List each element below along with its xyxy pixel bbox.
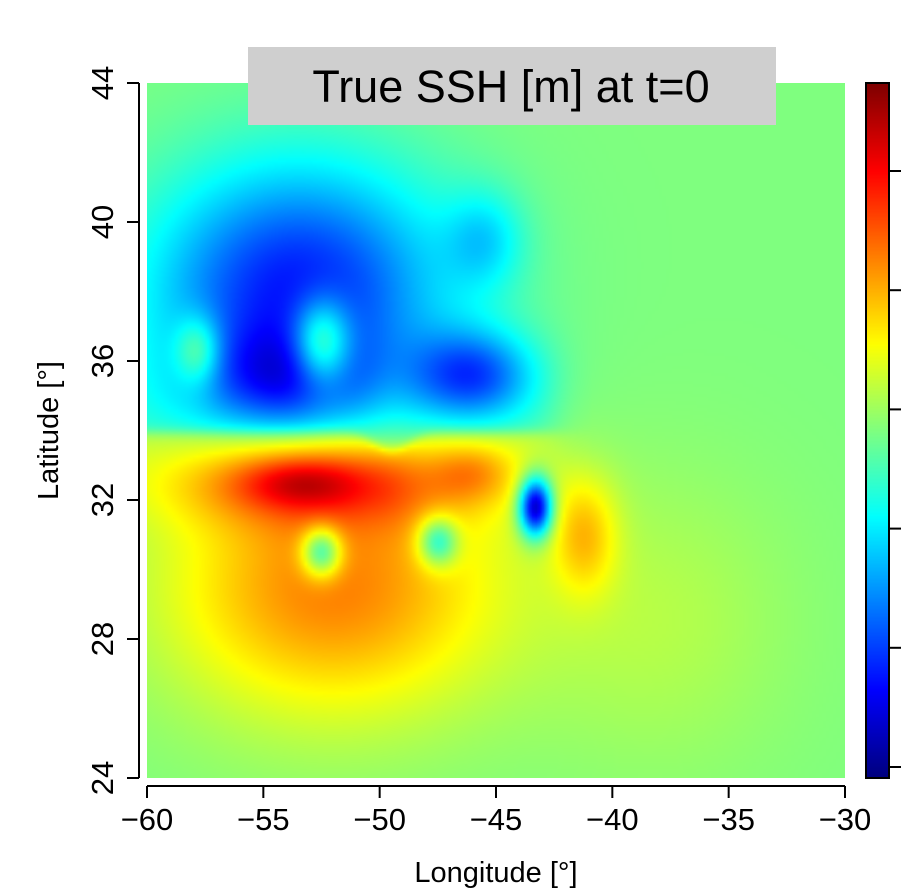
x-tick-label: −40 (586, 802, 639, 837)
heatmap-field (147, 83, 845, 778)
x-tick-label: −45 (470, 802, 523, 837)
y-tick-label: 36 (85, 344, 120, 378)
y-tick-label: 32 (85, 483, 120, 517)
x-tick-label: −60 (121, 802, 174, 837)
colorbar-gradient (866, 83, 889, 778)
title-text: True SSH [m] at t=0 (312, 61, 709, 112)
title-background (248, 47, 776, 125)
plot-area (147, 83, 845, 778)
y-axis-title: Latitude [°] (33, 361, 65, 500)
x-tick-label: −50 (353, 802, 406, 837)
y-tick-label: 24 (85, 761, 120, 795)
colorbar-frame (865, 82, 890, 779)
y-axis: 24 28 32 36 40 44 (85, 66, 140, 795)
x-axis-title: Longitude [°] (414, 857, 577, 889)
x-tick-label: −35 (702, 802, 755, 837)
y-tick-label: 40 (85, 205, 120, 239)
x-axis: −60 −55 −50 −45 −40 −35 −30 (121, 785, 872, 837)
colorbar-ticks (889, 170, 901, 768)
y-tick-label: 44 (85, 66, 120, 100)
y-tick-label: 28 (85, 622, 120, 656)
colorbar (865, 82, 901, 779)
x-tick-label: −55 (237, 802, 290, 837)
chart-title: True SSH [m] at t=0 (248, 47, 776, 125)
x-tick-label: −30 (819, 802, 872, 837)
